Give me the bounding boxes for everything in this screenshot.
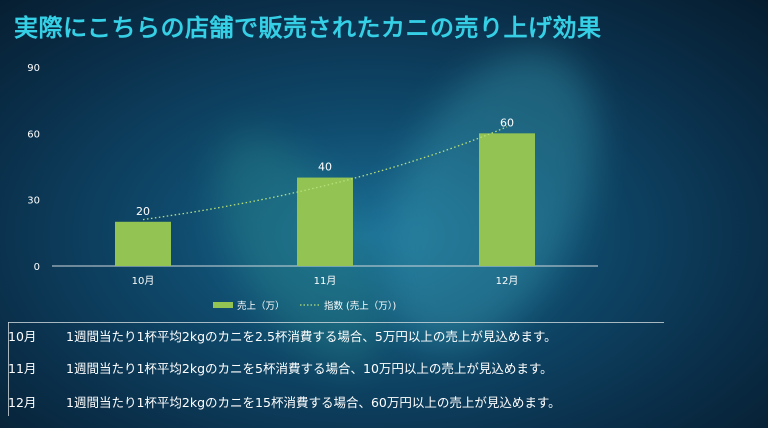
y-tick-label: 0 [34, 262, 40, 273]
notes-border-left [8, 322, 9, 416]
bar [297, 177, 353, 266]
data-label: 20 [136, 205, 150, 218]
legend-label: 売上（万） [237, 300, 285, 312]
bar [479, 133, 535, 266]
y-tick-label: 30 [27, 196, 40, 207]
trendline [142, 126, 508, 221]
bar [115, 221, 171, 266]
x-tick-label: 10月 [132, 275, 155, 287]
note-row: 10月 1週間当たり1杯平均2kgのカニを2.5杯消費する場合、5万円以上の売上が… [8, 326, 557, 345]
note-text: 1週間当たり1杯平均2kgのカニを15杯消費する場合、60万円以上の売上が見込め… [66, 395, 561, 410]
notes-border-top [8, 322, 664, 323]
note-month: 12月 [8, 395, 37, 410]
note-text: 1週間当たり1杯平均2kgのカニを2.5杯消費する場合、5万円以上の売上が見込め… [66, 329, 557, 344]
note-row: 12月 1週間当たり1杯平均2kgのカニを15杯消費する場合、60万円以上の売上が… [8, 392, 561, 411]
data-label: 40 [318, 161, 332, 174]
legend-label: 指数 (売上（万）) [324, 300, 396, 312]
note-row: 11月 1週間当たり1杯平均2kgのカニを5杯消費する場合、10万円以上の売上が見… [8, 358, 553, 377]
x-tick-label: 12月 [496, 275, 519, 287]
data-label: 60 [500, 116, 514, 129]
note-month: 10月 [8, 329, 37, 344]
legend-swatch-bar [213, 302, 233, 308]
note-text: 1週間当たり1杯平均2kgのカニを5杯消費する場合、10万円以上の売上が見込めま… [66, 361, 553, 376]
page-title: 実際にこちらの店舗で販売されたカニの売り上げ効果 [14, 14, 602, 42]
y-tick-label: 60 [27, 129, 40, 140]
x-tick-label: 11月 [314, 275, 337, 287]
note-month: 11月 [8, 361, 37, 376]
y-tick-label: 90 [27, 63, 40, 74]
